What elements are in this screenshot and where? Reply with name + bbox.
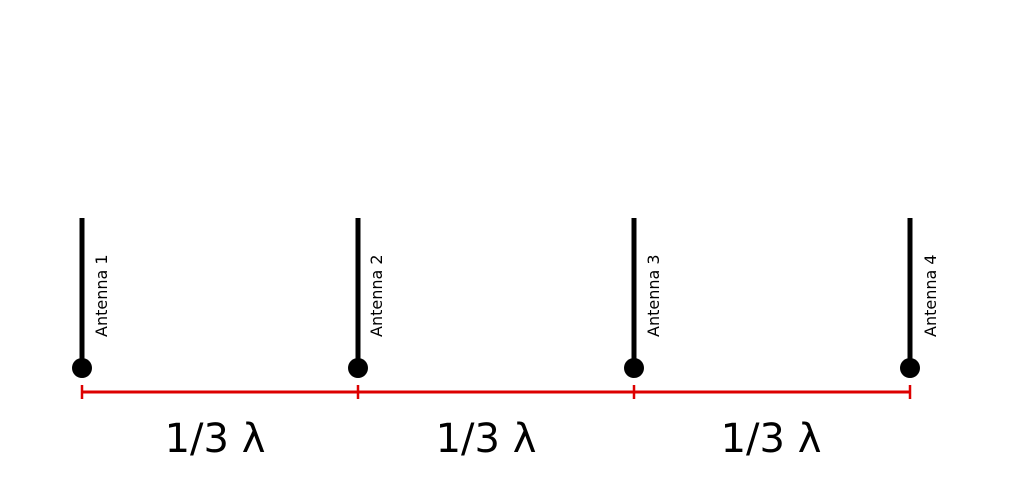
antenna-label: Antenna 2 [367, 254, 386, 337]
antenna-feed-point [348, 358, 368, 378]
antenna-label: Antenna 3 [644, 254, 663, 337]
antenna-feed-point [900, 358, 920, 378]
antenna-1: Antenna 1 [72, 218, 111, 378]
spacing-dimension-line [80, 385, 912, 399]
antenna-3: Antenna 3 [624, 218, 663, 378]
antenna-label: Antenna 4 [921, 254, 940, 337]
antenna-feed-point [624, 358, 644, 378]
antenna-feed-point [72, 358, 92, 378]
antenna-label: Antenna 1 [92, 254, 111, 337]
spacing-label-3-4: 1/3 λ [721, 416, 822, 462]
antenna-4: Antenna 4 [900, 218, 940, 378]
spacing-label-1-2: 1/3 λ [165, 416, 266, 462]
spacing-label-2-3: 1/3 λ [436, 416, 537, 462]
antenna-2: Antenna 2 [348, 218, 386, 378]
